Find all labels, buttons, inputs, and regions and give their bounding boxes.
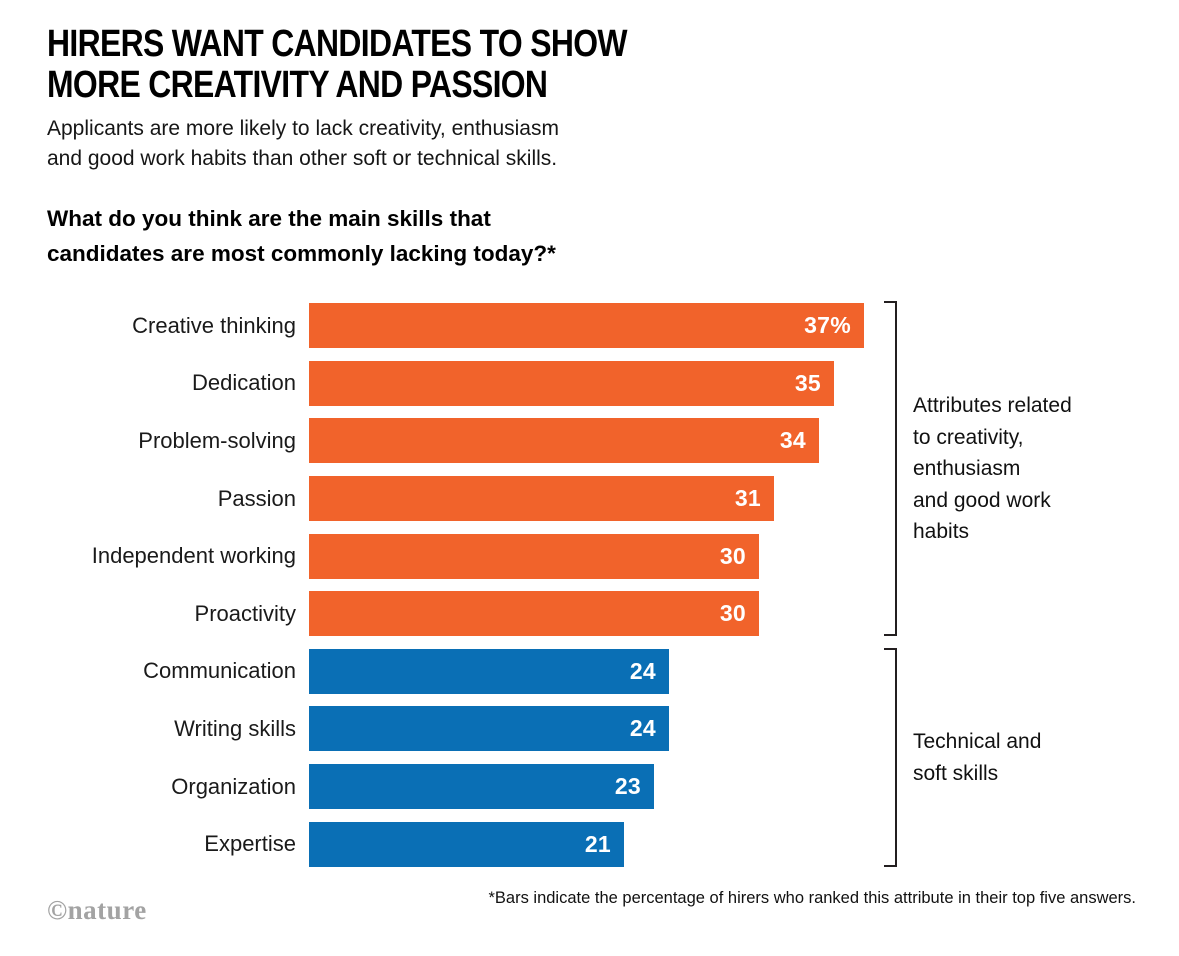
bar-value-label: 35 — [794, 369, 821, 396]
bar-category-label: Dedication — [192, 370, 296, 396]
bar-category-label: Writing skills — [174, 715, 296, 741]
bar-value-label: 31 — [734, 485, 761, 512]
bar-row: Writing skills 24 — [47, 700, 864, 758]
page-title-line-1: HIRERS WANT CANDIDATES TO SHOW — [47, 23, 627, 65]
bar-row: Expertise 21 — [47, 815, 864, 873]
bar-value-label: 30 — [719, 542, 746, 569]
bar-row: Communication 24 — [47, 643, 864, 701]
bar-value-label: 30 — [719, 600, 746, 627]
bracket-creativity-group — [884, 301, 897, 636]
bar-row: Creative thinking 37% — [47, 297, 864, 355]
bar: 34 — [309, 418, 819, 464]
bar-category-label: Expertise — [204, 831, 296, 857]
bar-row: Independent working 30 — [47, 527, 864, 585]
bar: 35 — [309, 360, 834, 406]
nature-logo: ©nature — [47, 895, 147, 925]
bar-category-label: Passion — [217, 485, 296, 511]
bar-row: Dedication 35 — [47, 355, 864, 413]
bar-row: Problem-solving 34 — [47, 412, 864, 470]
bar: 30 — [309, 533, 759, 579]
bar-row: Passion 31 — [47, 470, 864, 528]
bar-value-label: 24 — [629, 657, 656, 684]
bar-category-label: Proactivity — [194, 600, 296, 626]
bar-category-label: Independent working — [91, 543, 296, 569]
bar: 24 — [309, 648, 669, 694]
bar-category-label: Communication — [143, 658, 296, 684]
bar: 37% — [309, 303, 864, 349]
bar: 31 — [309, 476, 774, 522]
bar-row: Proactivity 30 — [47, 585, 864, 643]
bar-category-label: Creative thinking — [132, 312, 296, 338]
bar-category-label: Organization — [171, 773, 296, 799]
page-title: HIRERS WANT CANDIDATES TO SHOW MORE CREA… — [47, 23, 627, 107]
bracket-technical-group — [884, 648, 897, 867]
bar: 30 — [309, 591, 759, 637]
bar-chart: Creative thinking 37% Dedication 35 Prob… — [47, 297, 864, 873]
bar: 23 — [309, 764, 654, 810]
bar-category-label: Problem-solving — [138, 427, 296, 453]
bar-row: Organization 23 — [47, 758, 864, 816]
subtitle: Applicants are more likely to lack creat… — [47, 117, 559, 171]
creativity-group-label: Attributes related to creativity, enthus… — [913, 394, 1072, 543]
bar-value-label: 34 — [779, 427, 806, 454]
bar-value-label: 24 — [629, 715, 656, 742]
page-title-line-2: MORE CREATIVITY AND PASSION — [47, 64, 548, 107]
bar-value-label: 37% — [804, 312, 851, 339]
footnote: *Bars indicate the percentage of hirers … — [488, 889, 1136, 907]
bar: 24 — [309, 706, 669, 752]
bar-value-label: 23 — [614, 773, 641, 800]
chart-question: What do you think are the main skills th… — [47, 206, 556, 266]
bar-value-label: 21 — [584, 830, 611, 857]
technical-group-label: Technical and soft skills — [913, 730, 1042, 785]
bar: 21 — [309, 821, 624, 867]
